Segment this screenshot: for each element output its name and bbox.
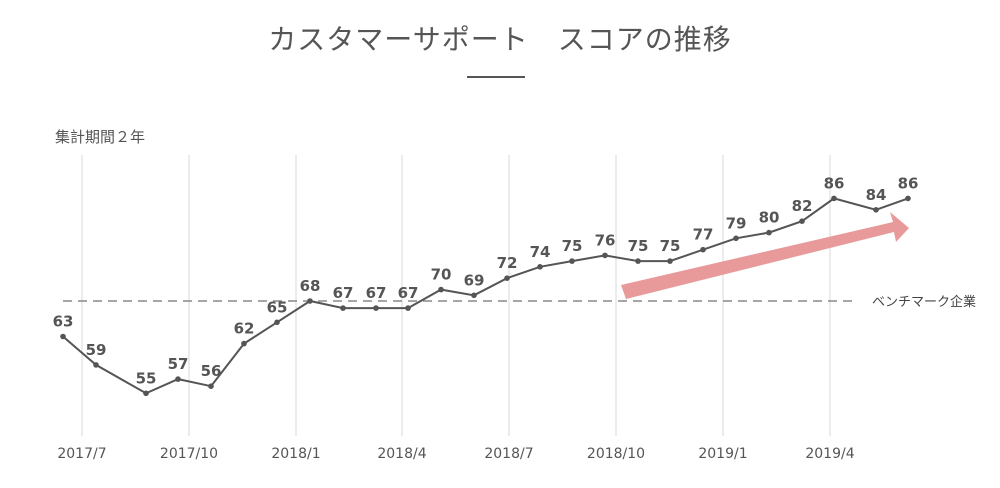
data-label: 77 — [693, 226, 714, 244]
data-label: 75 — [660, 237, 681, 255]
title-underline — [467, 76, 525, 78]
x-tick-label: 2019/4 — [805, 446, 854, 462]
x-tick-label: 2017/7 — [57, 446, 106, 462]
data-label: 57 — [168, 355, 189, 373]
data-label: 82 — [792, 197, 813, 215]
data-point — [405, 305, 411, 311]
x-tick-label: 2019/1 — [698, 446, 747, 462]
data-label: 70 — [431, 266, 452, 284]
data-label: 69 — [464, 271, 485, 289]
data-point — [905, 195, 911, 202]
data-point — [241, 340, 247, 347]
series-line — [62, 197, 909, 395]
data-label: 84 — [866, 186, 887, 204]
data-label: 67 — [398, 284, 419, 302]
data-label: 67 — [333, 284, 354, 302]
data-label: 56 — [201, 362, 222, 380]
data-label: 62 — [234, 320, 255, 338]
data-point — [373, 305, 379, 311]
data-point — [208, 383, 214, 390]
data-label: 80 — [759, 209, 780, 227]
data-point — [635, 258, 641, 264]
data-label: 75 — [562, 237, 583, 255]
data-point — [93, 362, 99, 368]
data-point — [831, 195, 837, 202]
data-point — [667, 258, 673, 264]
x-tick-label: 2018/10 — [587, 446, 645, 462]
data-label: 74 — [530, 243, 551, 261]
data-label: 86 — [824, 174, 845, 192]
x-tick-label: 2017/10 — [160, 446, 218, 462]
chart-title: カスタマーサポート スコアの推移 — [268, 23, 732, 56]
data-point — [143, 390, 149, 397]
data-point — [307, 298, 313, 304]
chart-subtitle: 集計期間２年 — [55, 128, 146, 146]
data-point — [504, 275, 510, 282]
data-label: 76 — [595, 231, 616, 249]
data-label: 55 — [136, 369, 157, 387]
x-tick-label: 2018/4 — [377, 446, 426, 462]
data-point — [700, 246, 706, 253]
data-label: 86 — [898, 174, 919, 192]
data-point — [799, 218, 805, 224]
data-point — [471, 292, 477, 299]
data-point — [175, 376, 181, 382]
data-label: 65 — [267, 298, 288, 316]
data-label: 63 — [53, 313, 74, 331]
data-point — [537, 264, 543, 270]
data-point — [733, 235, 739, 242]
trend-arrow — [621, 212, 909, 299]
data-label: 75 — [628, 237, 649, 255]
data-label: 67 — [366, 284, 387, 302]
data-point — [602, 252, 608, 259]
benchmark-label: ベンチマーク企業 — [872, 294, 976, 310]
data-label: 68 — [300, 277, 321, 295]
x-tick-label: 2018/1 — [271, 446, 320, 462]
data-point — [60, 333, 66, 340]
data-point — [569, 258, 575, 264]
data-point — [274, 319, 280, 326]
x-tick-label: 2018/7 — [484, 446, 533, 462]
data-point — [340, 305, 346, 311]
data-point — [438, 286, 444, 293]
data-point — [873, 207, 879, 213]
data-label: 59 — [86, 341, 107, 359]
data-label: 72 — [497, 254, 518, 272]
data-point — [766, 229, 772, 236]
data-label: 79 — [726, 214, 747, 232]
